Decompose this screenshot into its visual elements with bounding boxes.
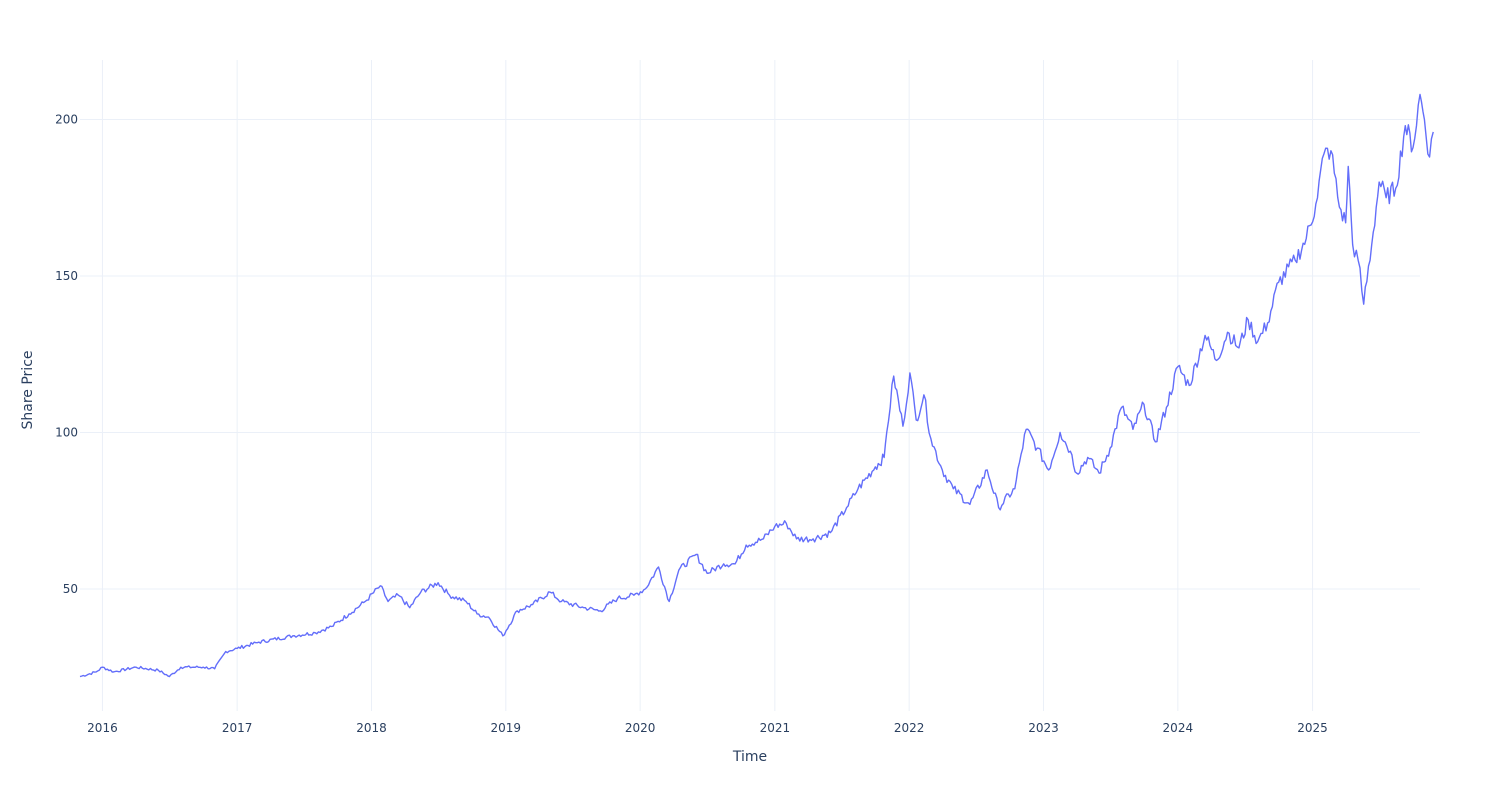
y-tick-label: 50 <box>63 582 78 596</box>
x-tick-label: 2017 <box>222 721 253 735</box>
y-axis-title: Share Price <box>20 350 36 429</box>
x-tick-label: 2024 <box>1163 721 1194 735</box>
x-tick-label: 2019 <box>491 721 522 735</box>
x-tick-label: 2020 <box>625 721 656 735</box>
y-tick-label: 200 <box>55 112 78 126</box>
x-tick-label: 2021 <box>760 721 791 735</box>
plot-area <box>79 93 1434 678</box>
series-line <box>79 93 1434 678</box>
y-grid <box>80 118 1420 590</box>
x-axis-ticks: 2016 2017 2018 2019 2020 2021 2022 2023 2024 2025 <box>87 721 1328 735</box>
y-tick-label: 150 <box>55 269 78 283</box>
x-tick-label: 2016 <box>87 721 118 735</box>
y-axis-ticks: 50 100 150 200 <box>55 112 78 595</box>
x-axis-title: Time <box>732 749 767 765</box>
x-grid <box>101 60 1314 711</box>
x-tick-label: 2025 <box>1297 721 1328 735</box>
x-tick-label: 2018 <box>356 721 387 735</box>
y-tick-label: 100 <box>55 425 78 439</box>
x-tick-label: 2022 <box>894 721 925 735</box>
x-tick-label: 2023 <box>1028 721 1059 735</box>
